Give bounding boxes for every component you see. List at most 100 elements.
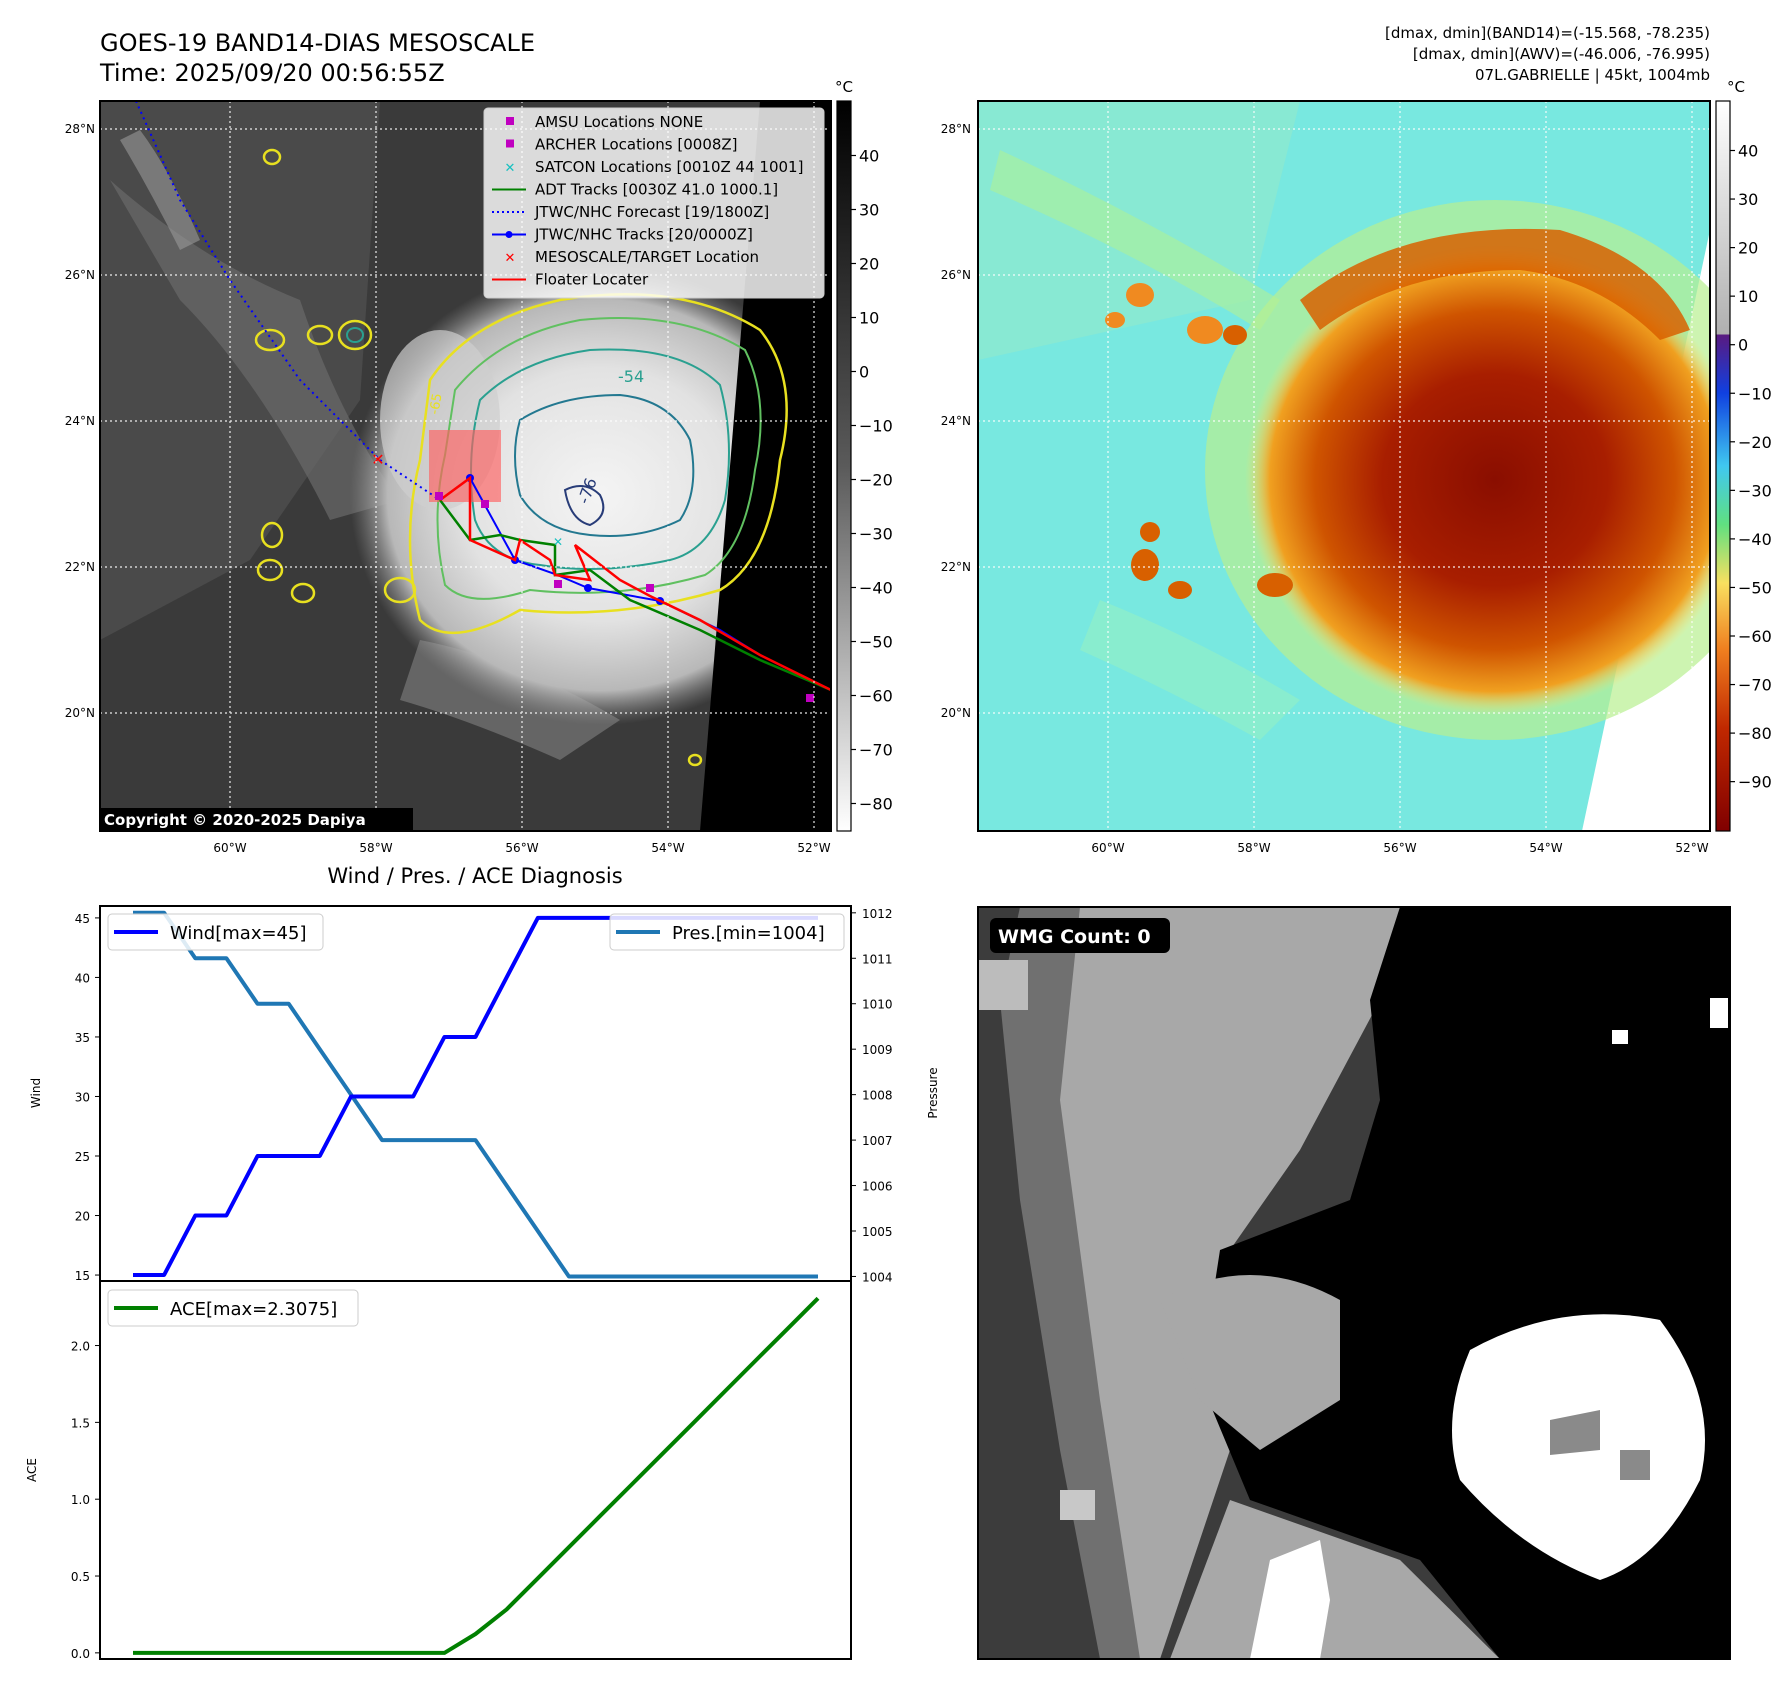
- colorbar-tick-label: −80: [1738, 724, 1772, 743]
- colorbar-tick-label: 20: [1738, 239, 1758, 258]
- colorbar-tick-label: 10: [859, 309, 879, 328]
- wind-tick-label: 45: [75, 912, 90, 926]
- ir-colorbar-ticks: 40 30 20 10 0 −10 −20 −30 −40 −50 −60 −70 −80: [851, 147, 893, 814]
- legend-swatch: ✕: [505, 251, 516, 266]
- awv-map-frame: [977, 100, 1711, 832]
- lon-label: 54°W: [1529, 841, 1562, 855]
- lat-label: 26°N: [941, 268, 971, 282]
- ace-legend-label: ACE[max=2.3075]: [170, 1299, 337, 1320]
- lat-label: 24°N: [65, 414, 95, 428]
- lon-label: 60°W: [1091, 841, 1124, 855]
- contour-label: -65: [427, 392, 445, 416]
- lon-label: 56°W: [505, 841, 538, 855]
- ace-axis-label: ACE: [25, 1458, 39, 1482]
- legend-swatch-marker: [505, 231, 513, 238]
- colorbar-tick-label: −30: [1738, 481, 1772, 500]
- ace-tick-label: 1.0: [71, 1493, 90, 1507]
- colorbar-tick-label: −30: [859, 525, 893, 544]
- lat-label: 24°N: [941, 414, 971, 428]
- colorbar-tick-label: 0: [1738, 336, 1748, 355]
- colorbar-tick-label: −60: [1738, 627, 1772, 646]
- pressure-tick-label: 1011: [862, 952, 893, 966]
- ace-tick-label: 1.5: [71, 1416, 90, 1430]
- forecast-track: [135, 101, 441, 501]
- colorbar-tick-label: 30: [859, 201, 879, 220]
- legend-label: MESOSCALE/TARGET Location: [535, 248, 759, 266]
- lat-label: 20°N: [941, 706, 971, 720]
- colorbar-tick-label: −10: [1738, 384, 1772, 403]
- figure-title: GOES-19 BAND14-DIAS MESOSCALE: [100, 29, 535, 57]
- pressure-legend-label: Pres.[min=1004]: [672, 923, 825, 944]
- lon-label: 58°W: [1237, 841, 1270, 855]
- awv-range: [dmax, dmin](AWV)=(-46.006, -76.995): [1413, 45, 1710, 63]
- colorbar-tick-label: −20: [859, 471, 893, 490]
- colorbar-tick-label: 40: [859, 147, 879, 166]
- lon-label: 58°W: [359, 841, 392, 855]
- colorbar-tick-label: −70: [859, 741, 893, 760]
- map-legend: AMSU Locations NONE ARCHER Locations [000…: [483, 107, 825, 299]
- colorbar-tick-label: 40: [1738, 142, 1758, 161]
- ir-map-lon-labels: 60°W 58°W 56°W 54°W 52°W: [213, 841, 830, 855]
- band14-range: [dmax, dmin](BAND14)=(-15.568, -78.235): [1385, 24, 1710, 42]
- lat-label: 26°N: [65, 268, 95, 282]
- wind-legend-label: Wind[max=45]: [170, 923, 307, 944]
- pressure-tick-label: 1010: [862, 998, 893, 1012]
- legend-label: ARCHER Locations [0008Z]: [535, 136, 738, 154]
- lat-label: 28°N: [941, 122, 971, 136]
- pressure-series-line: [133, 910, 818, 1279]
- awv-colorbar-ticks: 40 30 20 10 0 −10 −20 −30 −40 −50 −60 −70 −80 −90: [1730, 142, 1772, 792]
- wind-axis-label: Wind: [29, 1078, 43, 1108]
- ace-tick-label: 0.5: [71, 1570, 90, 1584]
- diagnosis-title: Wind / Pres. / ACE Diagnosis: [327, 864, 622, 888]
- ir-colorbar-unit: °C: [835, 78, 853, 96]
- colorbar-tick-label: 0: [859, 363, 869, 382]
- awv-map-lat-labels: 28°N 26°N 24°N 22°N 20°N: [941, 122, 971, 720]
- wmg-count-badge: [990, 918, 1170, 953]
- lat-label: 22°N: [941, 560, 971, 574]
- wmg-frame: [977, 906, 1731, 1660]
- lon-label: 52°W: [1675, 841, 1708, 855]
- pressure-tick-label: 1006: [862, 1180, 893, 1194]
- lon-label: 60°W: [213, 841, 246, 855]
- svg-text:✕: ✕: [553, 535, 563, 549]
- awv-map-lon-labels: 60°W 58°W 56°W 54°W 52°W: [1091, 841, 1708, 855]
- pressure-tick-label: 1004: [862, 1270, 893, 1284]
- colorbar-tick-label: −90: [1738, 773, 1772, 792]
- ace-axes: [99, 1280, 852, 1660]
- floater-box: [429, 430, 501, 502]
- lon-label: 56°W: [1383, 841, 1416, 855]
- legend-label: JTWC/NHC Tracks [20/0000Z]: [534, 226, 753, 244]
- lon-label: 52°W: [797, 841, 830, 855]
- legend-label: ADT Tracks [0030Z 41.0 1000.1]: [535, 181, 778, 199]
- wind-tick-label: 20: [75, 1210, 90, 1224]
- awv-map-gridlines: [978, 101, 1710, 831]
- figure-time: Time: 2025/09/20 00:56:55Z: [99, 59, 445, 87]
- ir-map-lat-labels: 28°N 26°N 24°N 22°N 20°N: [65, 122, 95, 720]
- ace-tick-label: 2.0: [71, 1340, 90, 1354]
- pressure-legend-box: Pres.[min=1004]: [609, 913, 845, 951]
- lat-label: 22°N: [65, 560, 95, 574]
- lat-label: 28°N: [65, 122, 95, 136]
- wind-tick-label: 30: [75, 1090, 90, 1104]
- pressure-tick-label: 1008: [862, 1089, 893, 1103]
- wind-legend-box: Wind[max=45]: [107, 913, 324, 951]
- awv-map-panel: [978, 101, 1710, 831]
- lon-label: 54°W: [651, 841, 684, 855]
- awv-colorbar: [1715, 100, 1731, 832]
- ace-legend-box: ACE[max=2.3075]: [107, 1289, 359, 1327]
- wind-tick-label: 25: [75, 1150, 90, 1164]
- contour-label: -54: [618, 367, 644, 386]
- wind-tick-label: 35: [75, 1031, 90, 1045]
- legend-swatch: ✕: [505, 161, 516, 176]
- wmg-count-label: WMG Count: 0: [998, 926, 1151, 948]
- legend-label: SATCON Locations [0010Z 44 1001]: [535, 158, 803, 176]
- legend-label: AMSU Locations NONE: [535, 113, 703, 131]
- ir-map-frame: [99, 100, 832, 832]
- colorbar-tick-label: −40: [859, 579, 893, 598]
- diagnosis-ticks: 45 40 35 30 25 20 15 1012 1011 1010 1009 1008 1007 10…: [71, 907, 893, 1661]
- colorbar-tick-label: −10: [859, 417, 893, 436]
- pressure-tick-label: 1012: [862, 907, 893, 921]
- ace-tick-label: 0.0: [71, 1647, 90, 1661]
- mesoscale-target-marker: ✕: [371, 450, 384, 469]
